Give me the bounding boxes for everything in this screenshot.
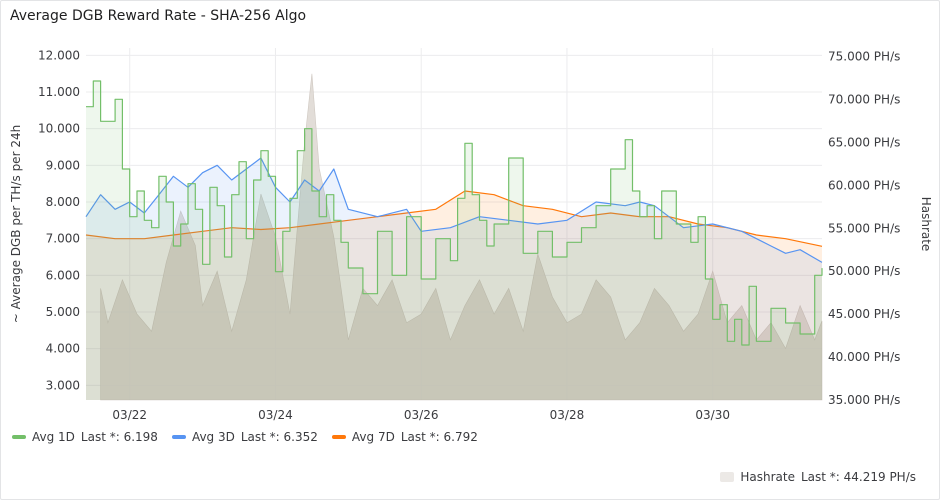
y-left-tick-label: 6.000	[46, 268, 80, 282]
y-right-tick-label: 35.000 PH/s	[828, 393, 900, 407]
y-right-tick-label: 60.000 PH/s	[828, 178, 900, 192]
legend: Avg 1D Last *: 6.198 Avg 3D Last *: 6.35…	[12, 430, 478, 444]
y-right-tick-label: 50.000 PH/s	[828, 264, 900, 278]
y-right-tick-label: 70.000 PH/s	[828, 93, 900, 107]
legend-swatch-hashrate	[720, 472, 735, 482]
series-area-hashrate	[100, 73, 823, 401]
legend-item-avg-1d[interactable]: Avg 1D Last *: 6.198	[12, 430, 158, 444]
panel-title[interactable]: Average DGB Reward Rate - SHA-256 Algo	[10, 8, 307, 24]
y-right-tick-label: 75.000 PH/s	[828, 50, 900, 64]
y-right-tick-label: 40.000 PH/s	[828, 350, 900, 364]
legend-label-avg-1d: Avg 1D	[32, 430, 75, 444]
y-left-tick-label: 12.000	[38, 48, 80, 62]
legend-label-avg-3d: Avg 3D	[191, 430, 235, 444]
y-left-tick-label: 10.000	[38, 122, 80, 136]
x-tick-label: 03/30	[695, 408, 730, 422]
y-left-tick-label: 3.000	[46, 378, 80, 392]
legend-last-avg-7d: Last *: 6.792	[400, 430, 478, 444]
series-line-avg-1d	[86, 80, 823, 346]
x-tick-label: 03/24	[258, 408, 293, 422]
legend-label-avg-7d: Avg 7D	[351, 430, 395, 444]
y-left-tick-label: 8.000	[46, 195, 80, 209]
legend-swatch-avg-7d	[331, 435, 346, 439]
x-tick-label: 03/22	[112, 408, 147, 422]
legend-last-avg-1d: Last *: 6.198	[80, 430, 158, 444]
legend-label-hashrate: Hashrate	[740, 470, 795, 484]
y-left-tick-label: 9.000	[46, 158, 80, 172]
y-right-tick-label: 65.000 PH/s	[828, 135, 900, 149]
series-area-avg-3d	[86, 158, 822, 400]
y-right-axis-title: Hashrate	[919, 197, 933, 252]
legend-item-avg-7d[interactable]: Avg 7D Last *: 6.792	[331, 430, 478, 444]
legend-item-hashrate[interactable]: Hashrate Last *: 44.219 PH/s	[720, 470, 916, 484]
legend-item-avg-3d[interactable]: Avg 3D Last *: 6.352	[171, 430, 318, 444]
series-line-avg-7d	[85, 190, 823, 247]
legend-swatch-avg-3d	[171, 435, 186, 439]
x-tick-label: 03/28	[550, 408, 585, 422]
series-area-avg-7d	[86, 191, 822, 400]
y-left-tick-label: 5.000	[46, 305, 80, 319]
x-tick-label: 03/26	[404, 408, 439, 422]
legend-swatch-avg-1d	[12, 435, 26, 439]
y-left-tick-label: 4.000	[46, 342, 80, 356]
series-layer	[85, 73, 823, 401]
legend-last-hashrate: Last *: 44.219 PH/s	[800, 470, 916, 484]
y-right-tick-label: 45.000 PH/s	[828, 307, 900, 321]
series-area-avg-1d	[86, 81, 822, 400]
y-left-tick-label: 7.000	[46, 232, 80, 246]
legend-last-avg-3d: Last *: 6.352	[240, 430, 318, 444]
y-right-tick-label: 55.000 PH/s	[828, 221, 900, 235]
y-left-tick-label: 11.000	[38, 85, 80, 99]
axis-layer: 12.000 11.000 10.000 9.000 8.000 7.000 6.000 5.…	[9, 48, 933, 422]
y-left-axis-title: ~ Average DGB per TH/s per 24h	[9, 125, 23, 323]
